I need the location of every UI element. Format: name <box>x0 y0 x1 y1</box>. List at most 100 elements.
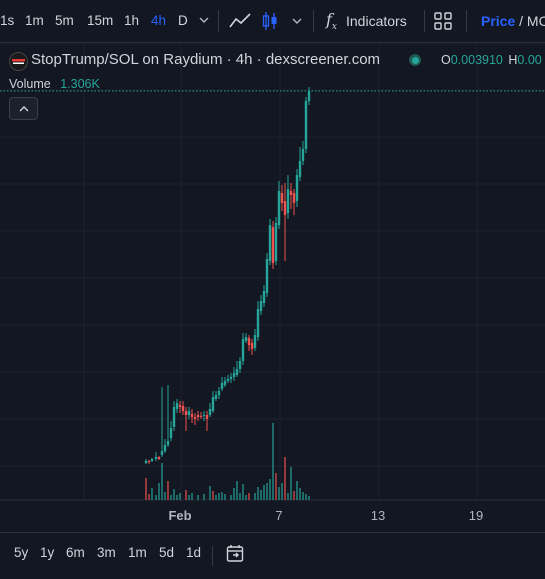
candle-body <box>178 405 182 407</box>
candle-body <box>223 381 227 385</box>
candle-body <box>238 361 242 369</box>
timeframe-1s[interactable]: 1s <box>0 13 15 28</box>
candle-body <box>193 417 197 419</box>
candle-body <box>289 191 293 195</box>
volume-bar <box>269 479 271 500</box>
range-1d[interactable]: 1d <box>186 545 202 560</box>
range-1y[interactable]: 1y <box>40 545 55 560</box>
candles-chart-type-icon[interactable] <box>262 0 278 42</box>
candle-body <box>226 379 230 381</box>
candle-body <box>268 225 272 261</box>
high-label: H <box>508 53 518 67</box>
candle-body <box>304 101 308 149</box>
volume-bar <box>248 493 250 500</box>
candle-body <box>301 149 305 161</box>
xaxis-tick-label: 7 <box>275 508 282 523</box>
candle-body <box>277 191 281 225</box>
indicators-button[interactable]: fx Indicators <box>326 0 407 42</box>
candle-body <box>274 223 278 261</box>
timeframe-1m[interactable]: 1m <box>25 13 44 28</box>
collapse-legend-button[interactable] <box>9 97 38 120</box>
timeframe-4h[interactable]: 4h <box>151 13 167 28</box>
volume-bar <box>305 494 307 500</box>
volume-bar <box>212 491 214 500</box>
candle-body <box>181 406 185 411</box>
volume-bar <box>245 495 247 500</box>
candle-body <box>169 428 173 438</box>
toolbar-divider <box>218 10 219 32</box>
volume-bar <box>197 495 199 500</box>
timeframe-d[interactable]: D <box>178 13 188 28</box>
candle-body <box>253 335 257 348</box>
high-value: 0.00 <box>517 53 542 67</box>
volume-bar <box>239 493 241 500</box>
candle-body <box>147 461 151 462</box>
range-6m[interactable]: 6m <box>66 545 85 560</box>
candle-body <box>292 193 296 203</box>
candle-body <box>235 369 239 375</box>
volume-bar <box>272 423 274 500</box>
open-value: 0.003910 <box>450 53 503 67</box>
candle-body <box>229 377 233 379</box>
volume-bar <box>266 483 268 500</box>
volume-bar <box>151 488 153 500</box>
volume-bar <box>203 494 205 500</box>
range-5d[interactable]: 5d <box>159 545 175 560</box>
range-1m[interactable]: 1m <box>128 545 147 560</box>
price-mc-toggle[interactable]: Price / MC <box>481 13 545 29</box>
candle-body <box>163 445 167 451</box>
toolbar-divider <box>424 10 425 32</box>
candle-body <box>259 301 263 311</box>
range-3m[interactable]: 3m <box>97 545 116 560</box>
candle-body <box>214 395 218 399</box>
symbol-title[interactable]: StopTrump/SOL on Raydium · 4h · dexscree… <box>31 51 381 68</box>
volume-bar <box>233 488 235 500</box>
timeframe-1h[interactable]: 1h <box>124 13 140 28</box>
bottombar-divider <box>212 546 213 566</box>
timeframe-5m[interactable]: 5m <box>55 13 74 28</box>
candle-body <box>286 189 290 213</box>
candle-body <box>184 411 188 415</box>
timeframe-15m[interactable]: 15m <box>87 13 114 28</box>
volume-bar <box>230 495 232 500</box>
candle-body <box>241 339 245 361</box>
volume-bar <box>263 485 265 500</box>
volume-bar <box>224 494 226 500</box>
fx-icon: fx <box>326 9 337 33</box>
price-toggle-label[interactable]: Price <box>481 13 516 29</box>
volume-bar <box>209 486 211 500</box>
candle-body <box>307 91 311 101</box>
volume-bar <box>296 481 298 500</box>
layout-grid-icon[interactable] <box>434 0 452 42</box>
volume-bar <box>302 492 304 500</box>
candle-body <box>157 457 161 459</box>
volume-bar <box>161 463 163 500</box>
volume-bar <box>299 488 301 500</box>
timeframe-dropdown-chevron-icon[interactable] <box>198 13 210 30</box>
volume-bar <box>215 495 217 500</box>
volume-bar <box>254 493 256 500</box>
volume-bar <box>158 483 160 500</box>
volume-bar <box>170 495 172 500</box>
bottom-toolbar: 5y 1y 6m 3m 1m 5d 1d <box>0 532 545 579</box>
mc-toggle-label[interactable]: MC <box>526 13 545 29</box>
candle-body <box>199 416 203 417</box>
date-range-calendar-icon[interactable] <box>226 544 246 567</box>
open-label: O <box>441 53 451 67</box>
volume-bar <box>290 467 292 500</box>
market-status-icon[interactable] <box>409 54 421 66</box>
candle-body <box>150 459 154 461</box>
price-mc-separator: / <box>519 13 524 29</box>
volume-bar <box>287 493 289 500</box>
chart-canvas[interactable]: Feb 7 13 19 <box>0 43 545 530</box>
chevron-up-icon <box>19 105 28 111</box>
volume-bar <box>191 493 193 500</box>
candle-body <box>166 441 170 445</box>
price-chart[interactable]: Feb 7 13 19 <box>0 43 545 530</box>
candle-body <box>283 201 287 215</box>
range-5y[interactable]: 5y <box>14 545 29 560</box>
chart-type-dropdown-chevron-icon[interactable] <box>291 0 303 42</box>
volume-bar <box>308 496 310 500</box>
line-chart-type-icon[interactable] <box>229 0 251 42</box>
candle-body <box>202 415 206 416</box>
